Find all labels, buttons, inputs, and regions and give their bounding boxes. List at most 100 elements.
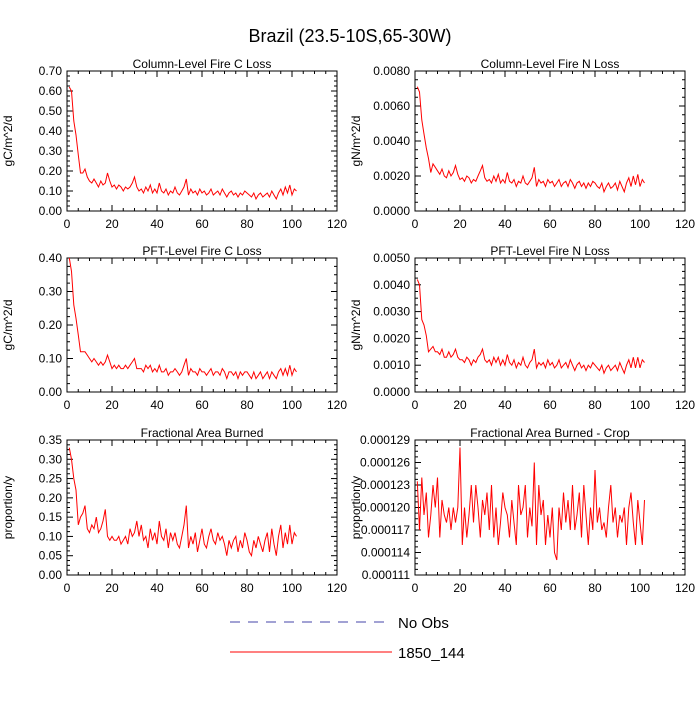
panel-4-title: PFT-Level Fire N Loss [490, 244, 609, 258]
panel-1-xtick-label: 0 [64, 217, 71, 231]
panel-6-ytick-label: 0.000117 [361, 523, 410, 537]
panel-2-ytick-label: 0.0000 [373, 204, 410, 218]
panel-4-xtick-label: 20 [453, 398, 467, 412]
panel-4-xtick-label: 80 [588, 398, 602, 412]
panel-4-xtick-label: 100 [630, 398, 650, 412]
panel-6-ytick-label: 0.000123 [360, 478, 410, 492]
panel-5: 0 20 40 60 80 100 120 0.00 0.05 0.10 0.15 0.20 0.25 0… [1, 426, 347, 595]
panel-1-xtick-label: 40 [150, 217, 164, 231]
panel-4-series-1 [416, 279, 645, 375]
panel-2-title: Column-Level Fire N Loss [481, 57, 620, 71]
panel-6: 0 20 40 60 80 100 120 0.000111 0.000114 0.000117 0… [349, 426, 695, 595]
panel-2-xtick-label: 120 [675, 217, 695, 231]
panel-6-ytick-label: 0.000114 [361, 546, 410, 560]
panel-6-series-1 [416, 447, 645, 561]
panel-4: 0 20 40 60 80 100 120 0.0000 0.0010 0.0020 0.0030 0… [349, 244, 695, 412]
panel-5-frame [66, 439, 338, 576]
panel-4-ytick-label: 0.0030 [373, 305, 410, 319]
panel-1-ytick-label: 0.20 [39, 164, 63, 178]
panel-6-xtick-label: 60 [543, 581, 557, 595]
panel-5-ytick-label: 0.25 [39, 472, 63, 486]
panel-5-ytick-label: 0.35 [39, 433, 63, 447]
panel-2-xtick-label: 0 [412, 217, 419, 231]
panel-5-xtick-label: 20 [105, 581, 119, 595]
panel-6-xtick-label: 20 [453, 581, 467, 595]
panel-3-title: PFT-Level Fire C Loss [142, 244, 261, 258]
panel-5-series-1 [68, 447, 297, 558]
panel-5-ytick-label: 0.20 [39, 491, 63, 505]
panel-5-xtick-label: 0 [64, 581, 71, 595]
panel-4-ytick-label: 0.0000 [373, 385, 410, 399]
panel-3: 0 20 40 60 80 100 120 0.00 0.10 0.20 0.30 0.40 PFT-L… [1, 244, 347, 412]
panel-3-ytick-label: 0.40 [39, 251, 63, 265]
panel-2-ylabel: gN/m^2/d [349, 116, 363, 167]
panel-1-xtick-label: 100 [282, 217, 302, 231]
panel-5-ytick-label: 0.00 [39, 568, 63, 582]
panel-1-ytick-label: 0.10 [39, 184, 63, 198]
panel-5-xtick-label: 60 [195, 581, 209, 595]
panel-1-ytick-label: 0.50 [39, 104, 63, 118]
panel-1-xtick-label: 80 [240, 217, 254, 231]
panel-4-ytick-label: 0.0020 [373, 331, 410, 345]
panel-3-ytick-label: 0.20 [39, 318, 63, 332]
panel-1-ytick-label: 0.70 [39, 64, 63, 78]
panel-3-xtick-label: 120 [327, 398, 347, 412]
panel-2-xtick-label: 100 [630, 217, 650, 231]
panel-6-xtick-label: 100 [630, 581, 650, 595]
panel-3-xtick-label: 0 [64, 398, 71, 412]
panel-4-xtick-label: 0 [412, 398, 419, 412]
panel-1: 0 20 40 60 80 100 120 0.00 0.10 0.20 0.30 0.40 0.50 0… [1, 57, 347, 231]
panel-6-xtick-label: 0 [412, 581, 419, 595]
panel-2: 0 20 40 60 80 100 120 0.0000 0.0020 0.0040 0.0060 0… [349, 57, 695, 231]
panel-4-xtick-label: 60 [543, 398, 557, 412]
panel-2-xtick-label: 20 [453, 217, 467, 231]
panel-2-frame [414, 70, 686, 212]
panel-1-xtick-label: 120 [327, 217, 347, 231]
panel-6-ytick-label: 0.000126 [360, 456, 410, 470]
panel-5-xtick-label: 80 [240, 581, 254, 595]
panel-5-ytick-label: 0.15 [39, 510, 63, 524]
panels: 0 20 40 60 80 100 120 0.00 0.10 0.20 0.30 0.40 0.50 0… [1, 57, 695, 595]
panel-3-ytick-label: 0.00 [39, 385, 63, 399]
legend-label-no-obs: No Obs [398, 615, 449, 632]
panel-3-series-1 [68, 257, 297, 381]
legend-label-1850-144: 1850_144 [398, 645, 465, 662]
panel-3-ytick-label: 0.10 [39, 352, 63, 366]
panel-3-ytick-label: 0.30 [39, 285, 63, 299]
panel-1-frame [66, 70, 338, 212]
panel-6-xtick-label: 120 [675, 581, 695, 595]
panel-2-ytick-label: 0.0080 [373, 64, 410, 78]
panel-2-xtick-label: 80 [588, 217, 602, 231]
panel-4-xtick-label: 120 [675, 398, 695, 412]
panel-2-ytick-label: 0.0060 [373, 99, 410, 113]
panel-4-ytick-label: 0.0050 [373, 251, 410, 265]
panel-5-xtick-label: 120 [327, 581, 347, 595]
panel-5-xtick-label: 40 [150, 581, 164, 595]
panel-2-xtick-label: 40 [498, 217, 512, 231]
panel-3-xtick-label: 100 [282, 398, 302, 412]
panel-1-xtick-label: 20 [105, 217, 119, 231]
panel-4-ylabel: gN/m^2/d [349, 300, 363, 351]
panel-5-ytick-label: 0.30 [39, 452, 63, 466]
panel-1-ylabel: gC/m^2/d [1, 116, 15, 167]
panel-1-ytick-label: 0.40 [39, 124, 63, 138]
panel-1-ytick-label: 0.00 [39, 204, 63, 218]
panel-6-xtick-label: 40 [498, 581, 512, 595]
panel-5-ytick-label: 0.10 [39, 529, 63, 543]
panel-6-ytick-label: 0.000120 [360, 501, 410, 515]
legend: No Obs 1850_144 [230, 615, 465, 662]
panel-2-xtick-label: 60 [543, 217, 557, 231]
panel-3-xtick-label: 60 [195, 398, 209, 412]
panel-1-title: Column-Level Fire C Loss [133, 57, 272, 71]
panel-3-xtick-label: 20 [105, 398, 119, 412]
panel-5-ytick-label: 0.05 [39, 549, 63, 563]
panel-4-ytick-label: 0.0040 [373, 278, 410, 292]
panel-6-ytick-label: 0.000111 [362, 568, 411, 582]
panel-5-title: Fractional Area Burned [141, 426, 264, 440]
panel-6-ylabel: proportion/y [349, 476, 363, 539]
panel-6-title: Fractional Area Burned - Crop [470, 426, 630, 440]
panel-3-xtick-label: 40 [150, 398, 164, 412]
panel-6-ytick-label: 0.000129 [360, 433, 410, 447]
